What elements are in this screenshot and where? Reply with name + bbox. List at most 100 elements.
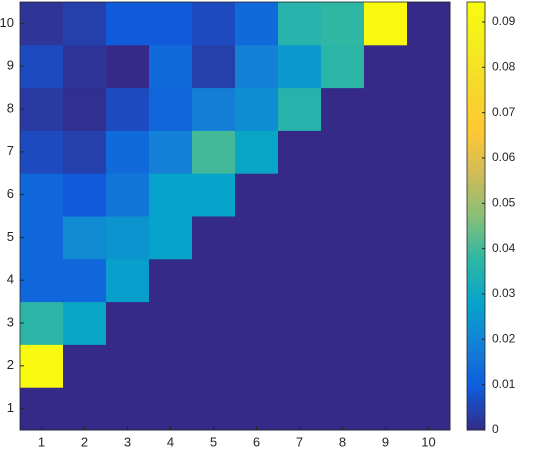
heatmap-cell xyxy=(63,130,107,174)
heatmap-cell xyxy=(63,44,107,89)
colorbar-segment xyxy=(467,123,485,128)
colorbar-segment xyxy=(467,151,485,156)
colorbar-segment xyxy=(467,41,485,46)
heatmap-cell xyxy=(235,301,279,345)
heatmap-cell xyxy=(63,301,107,345)
heatmap-cell xyxy=(321,344,365,388)
heatmap-cell xyxy=(192,173,236,217)
colorbar-segment xyxy=(467,198,485,203)
heatmap-cell xyxy=(321,387,365,431)
heatmap-cell xyxy=(235,173,279,217)
heatmap-cell xyxy=(192,44,236,89)
heatmap-cell xyxy=(106,44,150,89)
colorbar-tick-label: 0.02 xyxy=(492,331,516,345)
colorbar-segment xyxy=(467,308,485,313)
colorbar-segment xyxy=(467,397,485,402)
heatmap-cell xyxy=(278,87,322,131)
heatmap-cell xyxy=(321,173,365,217)
colorbar-segment xyxy=(467,26,485,32)
colorbar-segment xyxy=(467,265,485,270)
colorbar-segment xyxy=(467,276,485,281)
colorbar-segment xyxy=(467,337,485,342)
heatmap-cell xyxy=(407,258,451,303)
colorbar-segment xyxy=(467,183,485,188)
heatmap-cell xyxy=(149,216,193,260)
heatmap-cell xyxy=(235,87,279,131)
heatmap-cell xyxy=(106,216,150,260)
heatmap-cell xyxy=(407,387,451,431)
heatmap-cell xyxy=(63,173,107,217)
colorbar-segment xyxy=(467,323,485,328)
x-tick-label: 7 xyxy=(296,434,303,449)
heatmap-cell xyxy=(149,387,193,431)
heatmap-cell xyxy=(364,258,408,303)
heatmap-cell xyxy=(235,216,279,260)
heatmap-cell xyxy=(63,216,107,260)
heatmap-cell xyxy=(106,344,150,388)
heatmap-cell xyxy=(20,216,64,260)
colorbar-segment xyxy=(467,376,485,381)
heatmap-cell xyxy=(278,44,322,89)
heatmap-cell xyxy=(278,2,322,46)
colorbar-segment xyxy=(467,98,485,103)
colorbar-segment xyxy=(467,158,485,163)
heatmap-cell xyxy=(192,130,236,174)
heatmap-cell xyxy=(20,301,64,345)
colorbar-segment xyxy=(467,62,485,67)
heatmap-cell xyxy=(149,44,193,89)
heatmap-cell xyxy=(149,2,193,46)
colorbar-segment xyxy=(467,37,485,42)
colorbar-segment xyxy=(467,34,485,39)
heatmap-cell xyxy=(321,44,365,89)
colorbar-segment xyxy=(467,216,485,221)
colorbar-segment xyxy=(467,76,485,81)
colorbar-segment xyxy=(467,419,485,424)
colorbar-segment xyxy=(467,255,485,260)
heatmap-cell xyxy=(149,258,193,303)
y-tick-label: 3 xyxy=(7,314,14,329)
y-tick-label: 7 xyxy=(7,143,14,158)
colorbar-segment xyxy=(467,344,485,349)
heatmap-cell xyxy=(63,344,107,388)
heatmap-cell xyxy=(149,344,193,388)
colorbar-segment xyxy=(467,141,485,146)
heatmap-cell xyxy=(235,344,279,388)
heatmap-cell xyxy=(106,2,150,46)
plot-frame xyxy=(19,1,451,431)
heatmap-cell xyxy=(364,387,408,431)
colorbar-segment xyxy=(467,422,485,427)
x-tick-label: 6 xyxy=(253,434,260,449)
heatmap-cell xyxy=(407,173,451,217)
colorbar-segment xyxy=(467,187,485,192)
heatmap-cell xyxy=(407,130,451,174)
colorbar-segment xyxy=(467,109,485,114)
y-tick-label: 1 xyxy=(7,400,14,415)
colorbar-segment xyxy=(467,405,485,410)
colorbar-segment xyxy=(467,387,485,392)
colorbar-segment xyxy=(467,351,485,356)
colorbar-segment xyxy=(467,319,485,324)
colorbar-segment xyxy=(467,119,485,124)
colorbar-segment xyxy=(467,372,485,377)
colorbar-segment xyxy=(467,219,485,224)
colorbar-segment xyxy=(467,280,485,285)
colorbar-segment xyxy=(467,340,485,345)
colorbar-segment xyxy=(467,101,485,106)
colorbar-segment xyxy=(467,362,485,367)
colorbar-tick-label: 0.05 xyxy=(492,195,516,209)
y-tick-label: 10 xyxy=(0,15,14,30)
heatmap-cell xyxy=(364,2,408,46)
y-tick-label: 5 xyxy=(7,229,14,244)
heatmap-cell xyxy=(20,387,64,431)
heatmap-cell xyxy=(364,87,408,131)
colorbar-segment xyxy=(467,155,485,160)
colorbar-segment xyxy=(467,298,485,303)
x-tick-label: 10 xyxy=(421,434,435,449)
heatmap-cell xyxy=(321,130,365,174)
colorbar-segment xyxy=(467,112,485,117)
heatmap-cell xyxy=(192,258,236,303)
colorbar-segment xyxy=(467,16,485,21)
colorbar-segment xyxy=(467,87,485,92)
heatmap-cell xyxy=(149,301,193,345)
